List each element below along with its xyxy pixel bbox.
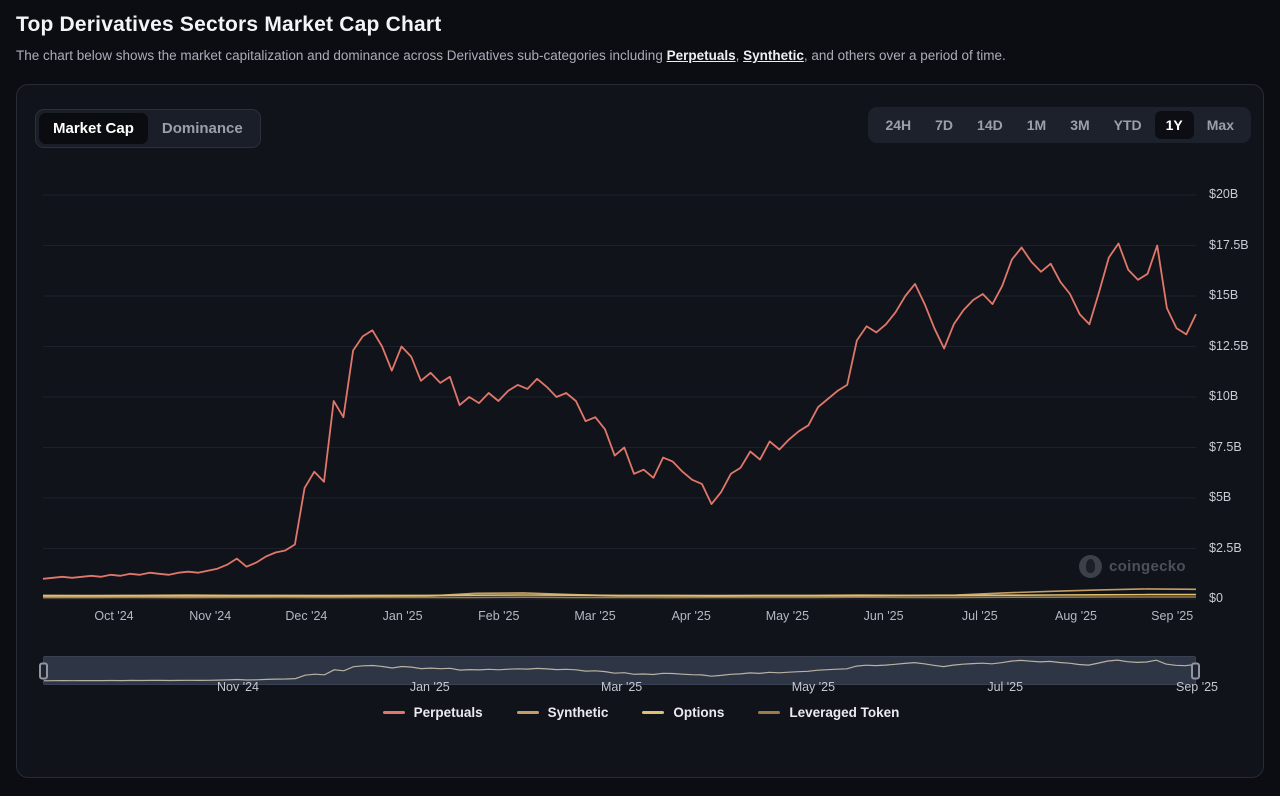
- range-button-3m[interactable]: 3M: [1070, 117, 1090, 133]
- range-navigator[interactable]: [39, 656, 1200, 685]
- legend-item-options[interactable]: Options: [642, 705, 724, 720]
- navigator-axis-label: Sep '25: [1175, 680, 1219, 694]
- y-axis-label: $2.5B: [1209, 540, 1242, 555]
- x-axis-label: Apr '25: [671, 609, 711, 623]
- y-axis-label: $17.5B: [1209, 237, 1249, 252]
- subtitle-text-after: , and others over a period of time.: [803, 48, 1006, 63]
- x-axis-label: Sep '25: [1151, 609, 1194, 623]
- navigator-axis-label: Jan '25: [409, 680, 450, 694]
- page-title: Top Derivatives Sectors Market Cap Chart: [16, 13, 442, 36]
- range-button-7d[interactable]: 7D: [935, 117, 954, 133]
- y-axis-label: $12.5B: [1209, 338, 1249, 353]
- y-axis-label: $10B: [1209, 389, 1239, 403]
- range-button-max[interactable]: Max: [1206, 117, 1234, 133]
- x-axis-label: Oct '24: [94, 609, 134, 623]
- y-axis-label: $0: [1209, 591, 1223, 605]
- x-axis-label: Mar '25: [574, 609, 616, 623]
- coingecko-watermark: coingecko: [1079, 555, 1186, 578]
- x-axis-label: Nov '24: [189, 609, 232, 623]
- navigator-left-handle[interactable]: [39, 662, 48, 679]
- legend-label: Synthetic: [547, 705, 609, 720]
- navigator-axis-label: Mar '25: [600, 680, 643, 694]
- subtitle-text-before: The chart below shows the market capital…: [16, 48, 667, 63]
- view-toggle: Market Cap Dominance: [35, 109, 261, 148]
- range-button-1m[interactable]: 1M: [1026, 117, 1047, 133]
- legend-swatch-icon: [516, 711, 539, 714]
- navigator-axis-label: Jul '25: [987, 680, 1024, 694]
- coingecko-logo-icon: [1079, 555, 1102, 578]
- view-tab-dominance[interactable]: Dominance: [161, 120, 243, 137]
- legend-item-leveraged-token[interactable]: Leveraged Token: [758, 705, 899, 720]
- navigator-line: [44, 659, 1195, 682]
- page-subtitle: The chart below shows the market capital…: [16, 48, 1006, 63]
- view-tab-market-cap[interactable]: Market Cap: [39, 113, 148, 144]
- x-axis-label: Jun '25: [863, 609, 904, 623]
- y-axis-label: $15B: [1209, 288, 1239, 302]
- legend-item-perpetuals[interactable]: Perpetuals: [382, 705, 483, 720]
- series-line-perpetuals: [42, 242, 1197, 580]
- y-axis-label: $7.5B: [1209, 439, 1242, 454]
- legend-swatch-icon: [758, 711, 781, 714]
- watermark-label: coingecko: [1109, 558, 1186, 575]
- legend-swatch-icon: [642, 711, 665, 714]
- x-axis-label: Jul '25: [961, 609, 998, 623]
- subtitle-separator: ,: [735, 48, 744, 63]
- x-axis-label: Feb '25: [478, 609, 520, 623]
- chart-legend: Perpetuals Synthetic Options Leveraged Toke…: [17, 705, 1265, 720]
- navigator-axis-label: May '25: [791, 680, 836, 694]
- range-button-ytd[interactable]: YTD: [1113, 117, 1142, 133]
- legend-label: Leveraged Token: [789, 705, 900, 720]
- x-axis-label: Dec '24: [285, 609, 328, 623]
- navigator-right-handle[interactable]: [1191, 662, 1200, 679]
- perpetuals-link[interactable]: Perpetuals: [666, 48, 736, 63]
- navigator-axis-label: Nov '24: [217, 680, 259, 694]
- x-axis-label: Jan '25: [382, 609, 423, 623]
- x-axis-label: Aug '25: [1054, 609, 1098, 623]
- range-button-1y[interactable]: 1Y: [1154, 111, 1194, 139]
- series-line-leveraged-token: [43, 596, 1196, 599]
- legend-label: Options: [673, 705, 725, 720]
- legend-swatch-icon: [382, 711, 405, 714]
- series-line-options: [42, 593, 1196, 597]
- main-chart[interactable]: $20B $17.5B $15B $12.5B $10B $7.5B $5B $2.5B $0 …: [17, 85, 1265, 645]
- x-axis-label: May '25: [765, 609, 810, 623]
- chart-panel: Market Cap Dominance 24H 7D 14D 1M 3M YTD 1Y Max…: [16, 84, 1264, 778]
- main-chart-svg: [42, 194, 1197, 600]
- range-button-14d[interactable]: 14D: [977, 117, 1003, 133]
- synthetic-link[interactable]: Synthetic: [743, 48, 804, 63]
- legend-item-synthetic[interactable]: Synthetic: [516, 705, 609, 720]
- y-axis-label: $20B: [1209, 187, 1239, 201]
- navigator-svg: [44, 659, 1195, 682]
- range-selector: 24H 7D 14D 1M 3M YTD 1Y Max: [868, 107, 1251, 143]
- y-axis-label: $5B: [1209, 490, 1232, 504]
- range-button-24h[interactable]: 24H: [885, 117, 912, 133]
- legend-label: Perpetuals: [413, 705, 483, 720]
